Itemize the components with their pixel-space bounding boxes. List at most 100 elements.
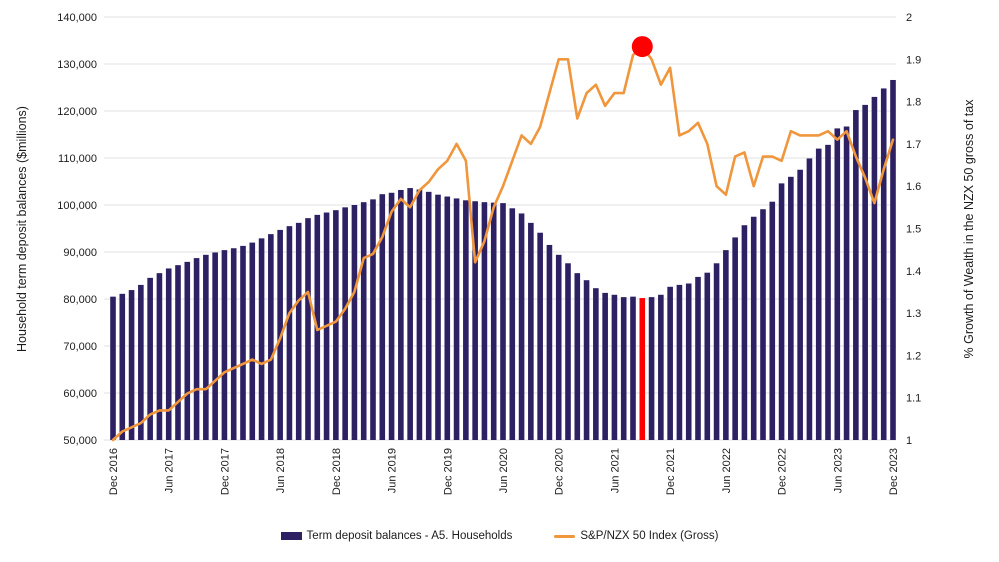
term-deposit-bar [853, 110, 859, 440]
x-axis-tick-label: Jun 2022 [721, 448, 733, 493]
left-axis-tick-label: 130,000 [57, 59, 97, 71]
x-axis-tick-label: Dec 2017 [219, 448, 231, 495]
term-deposit-bar [463, 200, 469, 440]
x-axis-tick-label: Jun 2023 [832, 448, 844, 493]
term-deposit-bar [815, 148, 822, 440]
term-deposit-bar [555, 254, 562, 440]
term-deposit-bar [221, 250, 228, 440]
right-axis-tick-label: 1 [906, 435, 912, 447]
right-axis-title: % Growth of Wealth in the NZX 50 gross o… [962, 99, 976, 359]
nzx50-line-swatch-icon [554, 534, 576, 538]
term-deposit-bar [110, 296, 116, 440]
term-deposit-bar [472, 201, 478, 440]
legend-label-nzx50: S&P/NZX 50 Index (Gross) [580, 530, 719, 542]
term-deposit-bar [258, 238, 265, 440]
term-deposit-bar [249, 242, 256, 440]
highlighted-bar-sep-2021 [639, 298, 646, 440]
term-deposit-bar [370, 199, 376, 440]
term-deposit-bar [537, 232, 543, 440]
term-deposit-bar [648, 297, 655, 440]
term-deposit-bar [481, 202, 488, 440]
term-deposit-bar [138, 284, 144, 440]
right-axis-tick-label: 1.7 [906, 139, 921, 151]
term-deposit-bar [658, 294, 664, 440]
left-axis-tick-label: 50,000 [63, 435, 97, 447]
left-axis-tick-label: 70,000 [63, 341, 97, 353]
term-deposit-bar [890, 79, 896, 440]
term-deposit-bar [778, 183, 785, 440]
x-axis-tick-label: Jun 2021 [609, 448, 621, 493]
term-deposit-bar [305, 218, 311, 440]
right-axis-tick-label: 1.4 [906, 266, 921, 278]
term-deposit-bar [388, 192, 395, 440]
term-deposit-bar [295, 222, 302, 440]
term-deposit-bar [685, 283, 692, 440]
term-deposit-bar [695, 276, 701, 440]
right-axis-tick-label: 1.3 [906, 308, 921, 320]
term-deposit-bar [342, 207, 348, 440]
term-deposit-bar [843, 126, 850, 440]
x-axis-tick-label: Jun 2018 [275, 448, 287, 493]
x-axis-tick-label: Jun 2019 [387, 448, 399, 493]
right-axis-tick-label: 2 [906, 12, 912, 24]
term-deposit-bar [546, 244, 553, 440]
term-deposit-bar [630, 296, 636, 440]
term-deposit-bar [741, 225, 748, 440]
legend-item-term-deposits[interactable]: Term deposit balances - A5. Households [280, 530, 513, 542]
term-deposit-bar [351, 205, 358, 440]
term-deposit-bar [407, 188, 413, 440]
peak-marker-dot [631, 36, 653, 58]
x-axis-tick-label: Jun 2020 [498, 448, 510, 493]
x-axis-tick-label: Dec 2019 [442, 448, 454, 495]
term-deposit-bar [165, 268, 172, 440]
x-axis-tick-label: Jun 2017 [164, 448, 176, 493]
term-deposit-bar [528, 222, 534, 440]
term-deposit-bar [620, 297, 627, 440]
term-deposit-bar [128, 290, 135, 440]
term-deposit-bar [611, 294, 618, 440]
term-deposit-bar [230, 248, 237, 440]
term-deposit-bar [490, 202, 497, 440]
x-axis-tick-label: Dec 2016 [108, 448, 120, 495]
left-axis-title: Household term deposit balances ($millio… [15, 106, 29, 352]
term-deposit-bar [444, 196, 451, 440]
left-axis-tick-label: 80,000 [63, 294, 97, 306]
x-axis-tick-label: Dec 2022 [777, 448, 789, 495]
term-deposit-bar [119, 293, 126, 440]
term-deposit-bar [435, 194, 441, 440]
x-axis-tick-label: Dec 2018 [331, 448, 343, 495]
term-deposit-bar [286, 226, 293, 440]
legend-label-term-deposits: Term deposit balances - A5. Households [306, 530, 513, 542]
term-deposit-bar [834, 128, 841, 440]
term-deposit-bar [871, 96, 878, 441]
term-deposit-bar [212, 252, 218, 440]
right-axis-tick-label: 1.5 [906, 224, 921, 236]
legend-item-nzx50[interactable]: S&P/NZX 50 Index (Gross) [554, 530, 718, 542]
term-deposits-swatch-icon [280, 532, 302, 540]
term-deposit-bar [268, 234, 274, 440]
term-deposit-bar [509, 208, 516, 440]
term-deposit-bar [398, 189, 404, 440]
term-deposit-bar [574, 273, 581, 440]
term-deposit-bar [862, 104, 868, 440]
term-deposit-bar [379, 194, 386, 440]
right-axis-tick-label: 1.8 [906, 97, 921, 109]
term-deposit-bar [175, 265, 181, 440]
term-deposit-bar [704, 272, 711, 440]
term-deposit-bar [713, 263, 720, 440]
term-deposit-bar [593, 288, 599, 440]
left-axis-tick-label: 60,000 [63, 388, 97, 400]
term-deposit-bar [240, 245, 246, 440]
term-deposit-bar [880, 88, 887, 440]
term-deposit-bar [750, 216, 757, 440]
right-axis-tick-label: 1.1 [906, 393, 921, 405]
nzx50-index-line [111, 45, 895, 442]
term-deposit-bar [203, 254, 209, 440]
term-deposit-bar [723, 250, 729, 440]
right-axis-tick-label: 1.9 [906, 54, 921, 66]
term-deposit-bar [825, 144, 831, 440]
x-axis-tick-label: Dec 2023 [888, 448, 900, 495]
term-deposit-bar [769, 201, 776, 440]
